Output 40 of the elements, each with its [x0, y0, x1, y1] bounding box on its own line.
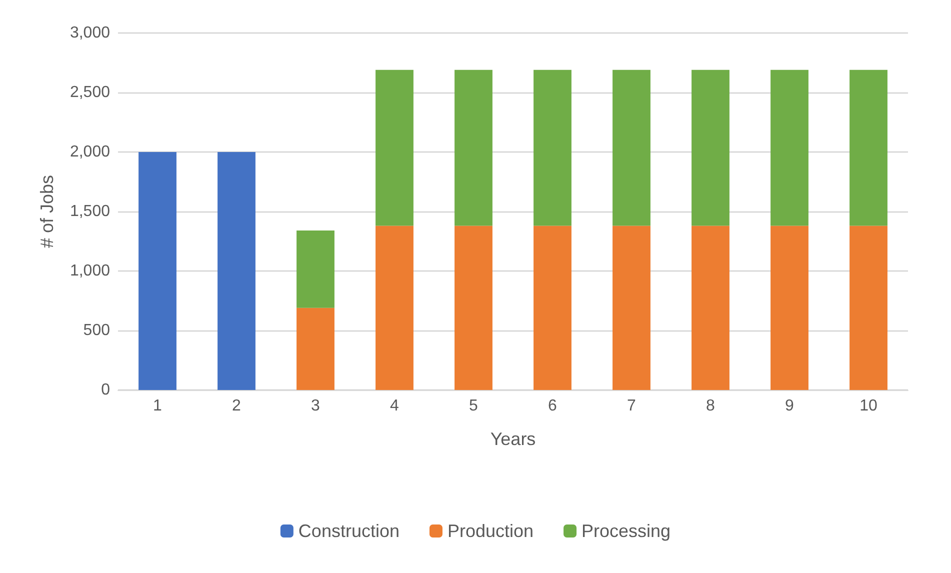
x-tick-label: 1: [153, 398, 162, 414]
bar: [534, 70, 572, 226]
bar: [296, 308, 334, 390]
bar: [138, 152, 176, 390]
x-tick-label: 7: [627, 398, 636, 414]
bar: [454, 70, 492, 226]
bar: [612, 226, 650, 390]
bar: [454, 226, 492, 390]
x-tick-label: 6: [548, 398, 558, 414]
bar: [376, 70, 414, 226]
y-axis-title: # of Jobs: [37, 174, 57, 248]
x-tick-label: 5: [469, 398, 478, 414]
legend-label: Production: [447, 521, 534, 541]
x-tick-label: 10: [860, 398, 878, 414]
bar: [296, 230, 334, 308]
y-tick-label: 1,500: [70, 203, 110, 220]
bar: [770, 70, 808, 226]
bar: [376, 226, 414, 390]
y-tick-label: 2,500: [70, 84, 110, 101]
x-tick-label: 4: [390, 398, 400, 414]
x-tick-label: 2: [232, 398, 242, 414]
bar: [534, 226, 572, 390]
x-axis-title: Years: [490, 429, 536, 449]
bar: [770, 226, 808, 390]
x-tick-label: 8: [706, 398, 716, 414]
legend-label: Construction: [298, 521, 400, 541]
y-tick-label: 1,000: [70, 262, 110, 280]
y-tick-label: 3,000: [70, 24, 110, 42]
bar: [692, 226, 730, 390]
x-tick-label: 9: [785, 398, 794, 414]
x-tick-label: 3: [311, 398, 320, 414]
bar: [850, 70, 888, 226]
bar: [218, 152, 256, 390]
y-tick-label: 0: [101, 382, 110, 398]
y-tick-label: 500: [83, 322, 110, 339]
bar: [612, 70, 650, 226]
y-tick-label: 2,000: [70, 144, 110, 160]
legend-label: Processing: [582, 521, 671, 541]
bar: [692, 70, 730, 226]
bar: [850, 226, 888, 390]
